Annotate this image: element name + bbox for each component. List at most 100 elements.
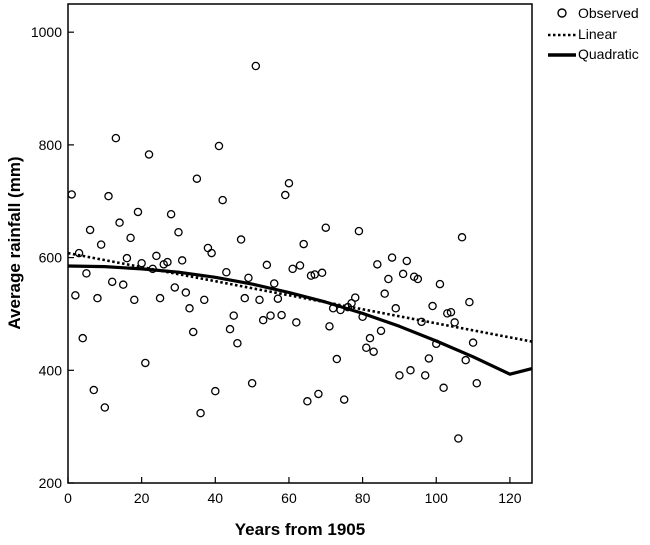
observed-point xyxy=(144,150,154,159)
observed-point xyxy=(317,268,327,278)
observed-point xyxy=(225,324,235,334)
legend: Observed Linear Quadratic xyxy=(548,5,639,62)
observed-point xyxy=(350,293,360,302)
y-tick-label: 600 xyxy=(39,250,63,266)
observed-point xyxy=(236,235,246,244)
observed-point xyxy=(299,239,308,249)
observed-point xyxy=(420,371,430,380)
observed-point xyxy=(67,190,76,199)
observed-point xyxy=(177,256,187,265)
observed-point xyxy=(413,274,423,284)
observed-point xyxy=(211,386,220,396)
observed-point xyxy=(417,317,426,327)
x-axis-ticks: 0 20 40 60 80 100 120 xyxy=(64,477,522,506)
observed-point xyxy=(170,283,180,292)
observed-point xyxy=(163,257,172,267)
observed-point xyxy=(93,293,102,303)
observed-point xyxy=(428,301,437,311)
x-tick-label: 80 xyxy=(355,490,371,506)
y-tick-label: 1000 xyxy=(31,24,62,40)
observed-point xyxy=(439,383,448,393)
observed-point xyxy=(100,403,110,412)
observed-point xyxy=(174,227,183,237)
observed-point xyxy=(251,61,261,71)
observed-point xyxy=(200,295,209,305)
observed-point xyxy=(395,371,404,380)
observed-point xyxy=(82,269,91,278)
observed-point xyxy=(303,397,312,406)
y-axis-ticks: 200 400 600 800 1000 xyxy=(31,24,74,491)
observed-point xyxy=(398,269,408,279)
y-tick-label: 400 xyxy=(39,362,63,378)
y-tick-label: 800 xyxy=(39,137,63,153)
observed-point xyxy=(166,209,176,219)
plot-frame xyxy=(67,3,533,484)
observed-point xyxy=(258,315,268,325)
x-tick-label: 100 xyxy=(425,490,449,506)
quadratic-fit-line xyxy=(67,264,533,376)
legend-quadratic-label: Quadratic xyxy=(578,46,639,62)
observed-point xyxy=(354,226,364,236)
observed-point xyxy=(244,273,253,283)
observed-point xyxy=(96,240,106,249)
observed-point xyxy=(387,253,397,262)
observed-point xyxy=(133,207,143,217)
observed-point xyxy=(233,338,242,348)
observed-point xyxy=(185,304,194,313)
observed-point xyxy=(152,251,161,261)
observed-point xyxy=(137,258,146,268)
observed-point xyxy=(207,248,216,258)
observed-point xyxy=(104,191,113,201)
observed-point xyxy=(314,389,323,399)
observed-point xyxy=(74,248,84,258)
observed-point xyxy=(89,385,99,395)
observed-point xyxy=(155,293,165,303)
observed-point xyxy=(472,379,482,388)
observed-point xyxy=(229,311,238,320)
observed-point xyxy=(465,297,474,307)
observed-point xyxy=(281,190,290,200)
observed-point xyxy=(391,304,400,313)
observed-point xyxy=(196,408,205,418)
observed-point xyxy=(240,293,250,303)
observed-point xyxy=(188,327,198,337)
observed-point xyxy=(222,267,231,277)
observed-point xyxy=(468,338,478,347)
legend-observed-marker xyxy=(557,8,567,18)
x-tick-label: 120 xyxy=(498,490,522,506)
x-axis-label: Years from 1905 xyxy=(235,520,365,539)
observed-point xyxy=(295,261,305,270)
linear-fit-line xyxy=(67,251,533,343)
observed-point xyxy=(214,141,224,151)
observed-point xyxy=(126,233,135,243)
observed-point xyxy=(273,294,283,303)
observed-point xyxy=(141,358,150,368)
observed-point xyxy=(325,322,334,331)
legend-observed-label: Observed xyxy=(578,5,639,21)
observed-point xyxy=(332,354,342,364)
observed-point xyxy=(192,174,202,183)
observed-point xyxy=(446,308,456,317)
observed-point xyxy=(424,354,434,363)
observed-point xyxy=(380,289,389,298)
observed-point xyxy=(384,274,393,284)
observed-point xyxy=(181,288,191,297)
observed-point xyxy=(406,366,415,375)
observed-point xyxy=(122,253,132,263)
observed-point xyxy=(369,347,378,356)
observed-point xyxy=(255,295,264,305)
observed-point xyxy=(454,434,463,443)
observed-point xyxy=(339,395,349,404)
x-tick-label: 60 xyxy=(281,490,297,506)
observed-point xyxy=(85,225,95,235)
y-tick-label: 200 xyxy=(39,475,63,491)
observed-point xyxy=(269,279,279,288)
x-tick-label: 0 xyxy=(64,490,72,506)
observed-point xyxy=(130,295,139,305)
observed-point xyxy=(118,280,128,289)
observed-point xyxy=(306,271,316,280)
observed-point xyxy=(262,260,272,270)
y-axis-label: Average rainfall (mm) xyxy=(5,156,24,329)
observed-point xyxy=(78,333,87,343)
